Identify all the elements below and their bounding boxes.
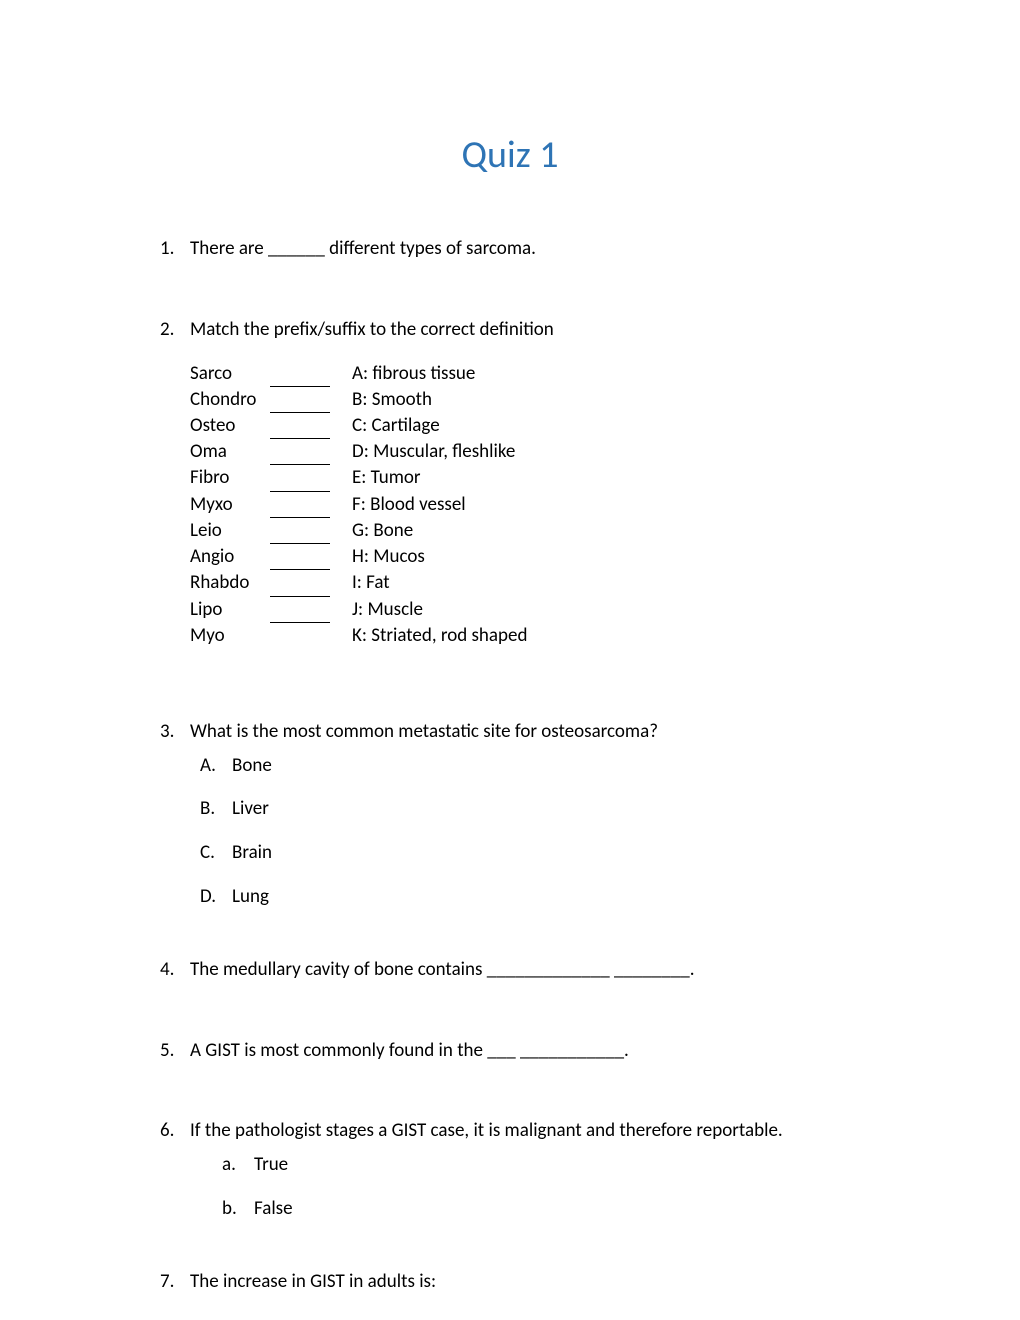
match-definition: G: Bone xyxy=(352,518,900,544)
match-term: Angio xyxy=(190,544,270,570)
match-row: Leio G: Bone xyxy=(190,518,900,544)
match-row: Fibro E: Tumor xyxy=(190,465,900,491)
match-definition: F: Blood vessel xyxy=(352,492,900,518)
match-term: Leio xyxy=(190,518,270,544)
question-1: 1. There are ______ different types of s… xyxy=(160,236,900,262)
option-text: Liver xyxy=(232,796,900,822)
option-label: A. xyxy=(200,753,232,779)
match-row: Oma D: Muscular, fleshlike xyxy=(190,439,900,465)
question-number: 7. xyxy=(160,1269,190,1295)
match-row: Chondro B: Smooth xyxy=(190,387,900,413)
question-number: 1. xyxy=(160,236,190,262)
question-number: 4. xyxy=(160,957,190,983)
match-blank[interactable] xyxy=(270,446,330,465)
match-term: Lipo xyxy=(190,597,270,623)
option[interactable]: A.Bone xyxy=(200,753,900,779)
match-term: Fibro xyxy=(190,465,270,491)
page: Quiz 1 1. There are ______ different typ… xyxy=(0,0,1020,1295)
match-term: Rhabdo xyxy=(190,570,270,596)
question-7: 7. The increase in GIST in adults is: xyxy=(160,1269,900,1295)
option-label: C. xyxy=(200,840,232,866)
question-5: 5. A GIST is most commonly found in the … xyxy=(160,1038,900,1064)
match-row: Osteo C: Cartilage xyxy=(190,413,900,439)
option[interactable]: C.Brain xyxy=(200,840,900,866)
option-text: Lung xyxy=(232,884,900,910)
question-number: 5. xyxy=(160,1038,190,1064)
option-label: B. xyxy=(200,796,232,822)
match-term: Osteo xyxy=(190,413,270,439)
option-label: a. xyxy=(222,1152,254,1178)
question-text: If the pathologist stages a GIST case, i… xyxy=(190,1118,900,1144)
match-definition: J: Muscle xyxy=(352,597,900,623)
match-row: Myo K: Striated, rod shaped xyxy=(190,623,900,649)
match-blank[interactable] xyxy=(270,499,330,518)
option-text: False xyxy=(254,1196,900,1222)
match-row: Myxo F: Blood vessel xyxy=(190,492,900,518)
option[interactable]: a.True xyxy=(222,1152,900,1178)
option-label: b. xyxy=(222,1196,254,1222)
question-text: The increase in GIST in adults is: xyxy=(190,1269,900,1295)
option-text: Bone xyxy=(232,753,900,779)
match-term: Myxo xyxy=(190,492,270,518)
match-row: Rhabdo I: Fat xyxy=(190,570,900,596)
match-table: SarcoA: fibrous tissueChondroB: SmoothOs… xyxy=(190,361,900,649)
option-label: D. xyxy=(200,884,232,910)
question-text: What is the most common metastatic site … xyxy=(190,719,900,745)
match-blank[interactable] xyxy=(270,631,330,649)
match-term: Sarco xyxy=(190,361,270,387)
page-title: Quiz 1 xyxy=(120,130,900,181)
match-term: Oma xyxy=(190,439,270,465)
question-number: 3. xyxy=(160,719,190,745)
question-text: There are ______ different types of sarc… xyxy=(190,236,900,262)
option[interactable]: B.Liver xyxy=(200,796,900,822)
match-term: Chondro xyxy=(190,387,270,413)
question-text: Match the prefix/suffix to the correct d… xyxy=(190,317,900,343)
question-3: 3. What is the most common metastatic si… xyxy=(160,719,900,745)
option-text: Brain xyxy=(232,840,900,866)
question-text: A GIST is most commonly found in the ___… xyxy=(190,1038,900,1064)
match-row: Angio H: Mucos xyxy=(190,544,900,570)
match-blank[interactable] xyxy=(270,604,330,623)
option-text: True xyxy=(254,1152,900,1178)
match-definition: D: Muscular, fleshlike xyxy=(352,439,900,465)
match-definition: B: Smooth xyxy=(352,387,900,413)
match-row: Lipo J: Muscle xyxy=(190,597,900,623)
question-number: 6. xyxy=(160,1118,190,1144)
match-blank[interactable] xyxy=(270,551,330,570)
question-2: 2. Match the prefix/suffix to the correc… xyxy=(160,317,900,343)
match-blank[interactable] xyxy=(270,368,330,387)
question-4: 4. The medullary cavity of bone contains… xyxy=(160,957,900,983)
match-definition: E: Tumor xyxy=(352,465,900,491)
match-blank[interactable] xyxy=(270,394,330,413)
question-text: The medullary cavity of bone contains __… xyxy=(190,957,900,983)
match-blank[interactable] xyxy=(270,473,330,492)
match-definition: I: Fat xyxy=(352,570,900,596)
question-6: 6. If the pathologist stages a GIST case… xyxy=(160,1118,900,1144)
match-blank[interactable] xyxy=(270,578,330,597)
match-blank[interactable] xyxy=(270,420,330,439)
match-term: Myo xyxy=(190,623,270,649)
match-definition: K: Striated, rod shaped xyxy=(352,623,900,649)
option[interactable]: b.False xyxy=(222,1196,900,1222)
option[interactable]: D.Lung xyxy=(200,884,900,910)
match-definition: H: Mucos xyxy=(352,544,900,570)
match-definition: C: Cartilage xyxy=(352,413,900,439)
question-3-options: A.BoneB.LiverC.BrainD.Lung xyxy=(200,753,900,910)
question-number: 2. xyxy=(160,317,190,343)
question-6-options: a.Trueb.False xyxy=(222,1152,900,1221)
match-blank[interactable] xyxy=(270,525,330,544)
match-row: Sarco A: fibrous tissue xyxy=(190,361,900,387)
match-definition: A: fibrous tissue xyxy=(352,361,900,387)
